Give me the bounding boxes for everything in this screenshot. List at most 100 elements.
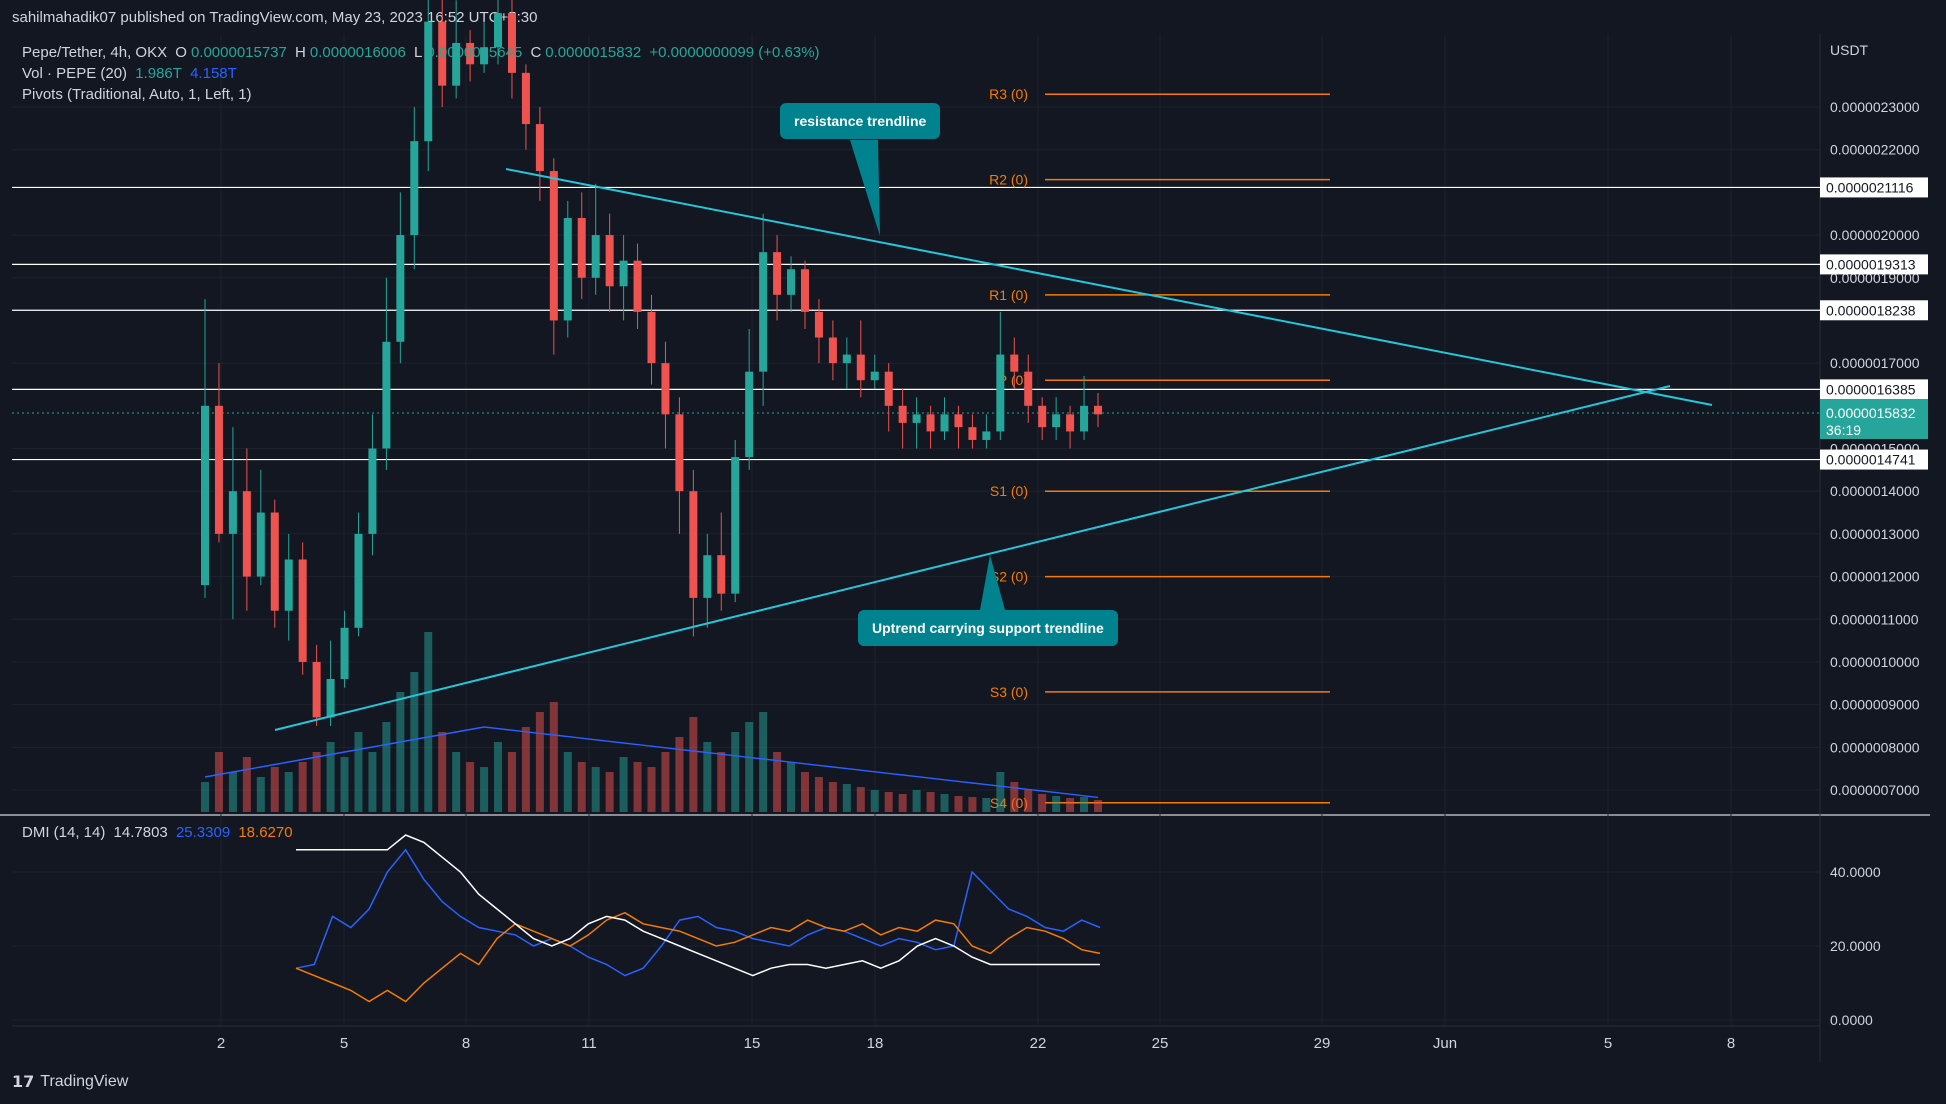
price-axis-tick: 0.0000014000	[1830, 483, 1920, 499]
time-axis-tick: 18	[867, 1035, 884, 1052]
volume-bar	[340, 757, 349, 812]
candle	[689, 491, 698, 598]
price-axis-tick: 0.0000008000	[1830, 739, 1920, 755]
candle	[466, 42, 475, 65]
candle	[717, 555, 726, 594]
volume-bar	[396, 692, 405, 812]
candle	[828, 337, 837, 364]
low-value: 0.0000015645	[426, 44, 523, 61]
resistance-callout[interactable]: resistance trendline	[780, 103, 941, 139]
candle	[703, 555, 712, 598]
volume-bar	[535, 712, 544, 812]
candle	[214, 405, 223, 534]
volume-bar	[731, 732, 740, 812]
candle	[968, 427, 977, 440]
candle	[856, 354, 865, 381]
candle	[521, 72, 530, 125]
dmi-axis-tick: 0.0000	[1830, 1012, 1873, 1028]
candle	[424, 21, 433, 142]
brand-name: TradingView	[40, 1073, 129, 1090]
volume-bar	[410, 672, 419, 812]
candle	[787, 269, 796, 295]
last-price-tag-bg	[1820, 398, 1928, 439]
footer-brand[interactable]: 𝟭𝟳 TradingView	[12, 1072, 128, 1092]
candle	[494, 13, 503, 48]
volume-bar	[773, 752, 782, 812]
volume-bar	[842, 784, 851, 812]
candle	[926, 414, 935, 432]
volume-bar	[214, 752, 223, 812]
volume-bar	[591, 767, 600, 812]
close-value: 0.0000015832	[545, 44, 642, 61]
volume-bar	[647, 767, 656, 812]
minus-di-line	[295, 911, 1101, 1003]
symbol-legend: Pepe/Tether, 4h, OKX O 0.0000015737 H 0.00…	[22, 44, 824, 61]
candle	[954, 414, 963, 428]
price-tag-bg	[1820, 254, 1928, 275]
volume-bar	[242, 757, 251, 812]
candle	[619, 260, 628, 287]
pivot-label: S1 (0)	[990, 483, 1028, 499]
volume-bar	[563, 752, 572, 812]
volume-bar	[800, 772, 809, 812]
time-axis-tick: 11	[581, 1035, 597, 1052]
dmi-label[interactable]: DMI (14, 14)	[22, 824, 106, 841]
volume-bar	[689, 717, 698, 812]
volume-label[interactable]: Vol · PEPE (20)	[22, 65, 128, 82]
pivot-label: R3 (0)	[989, 86, 1028, 102]
volume-bar	[940, 794, 949, 812]
price-axis-tick: 0.0000023000	[1830, 99, 1920, 115]
pivot-label: S4 (0)	[990, 795, 1028, 811]
volume-bar	[1080, 797, 1089, 812]
open-label: O	[175, 44, 187, 61]
candle	[507, 13, 516, 73]
candle	[201, 405, 209, 586]
candle	[1038, 405, 1047, 428]
candle	[396, 235, 405, 342]
volume-ma-value: 4.158T	[190, 65, 237, 82]
price-tag-bg	[1820, 379, 1928, 400]
candle	[549, 171, 558, 321]
candle	[563, 217, 572, 321]
pivot-label: P (0)	[998, 372, 1028, 388]
candle	[898, 405, 907, 423]
price-axis-tick: 0.0000013000	[1830, 526, 1920, 542]
volume-bar	[284, 772, 293, 812]
volume-bar	[661, 752, 670, 812]
dmi-axis-tick: 20.0000	[1830, 938, 1881, 954]
candle	[814, 311, 823, 338]
volume-bar	[926, 792, 935, 812]
support-callout[interactable]: Uptrend carrying support trendline	[858, 610, 1118, 646]
volume-bar	[201, 782, 209, 812]
last-price-value: 0.0000015832	[1826, 405, 1916, 421]
volume-bar	[870, 790, 879, 812]
time-axis-tick: 25	[1152, 1035, 1169, 1052]
pivots-label[interactable]: Pivots (Traditional, Auto, 1, Left, 1)	[22, 86, 252, 103]
candle	[773, 252, 782, 295]
volume-bar	[954, 796, 963, 812]
symbol-name[interactable]: Pepe/Tether, 4h, OKX	[22, 44, 168, 61]
volume-bar	[494, 742, 503, 812]
candle	[242, 491, 251, 577]
volume-bar	[982, 798, 991, 812]
candle	[870, 371, 879, 381]
volume-bar	[675, 737, 684, 812]
candle	[731, 457, 740, 594]
high-label: H	[295, 44, 306, 61]
candle	[884, 371, 893, 406]
candle	[256, 512, 265, 577]
candle	[675, 414, 684, 492]
candle	[1066, 414, 1075, 432]
price-axis-tick: 0.0000010000	[1830, 654, 1920, 670]
volume-bar	[717, 752, 726, 812]
volume-legend: Vol · PEPE (20) 1.986T 4.158T	[22, 65, 241, 82]
candle	[1080, 405, 1089, 432]
volume-bar	[633, 762, 642, 812]
volume-ma-line	[204, 726, 1099, 799]
time-axis-tick: 22	[1030, 1035, 1047, 1052]
candle	[340, 627, 349, 680]
currency-label: USDT	[1830, 42, 1869, 58]
candle	[982, 431, 991, 440]
candle	[354, 533, 363, 628]
